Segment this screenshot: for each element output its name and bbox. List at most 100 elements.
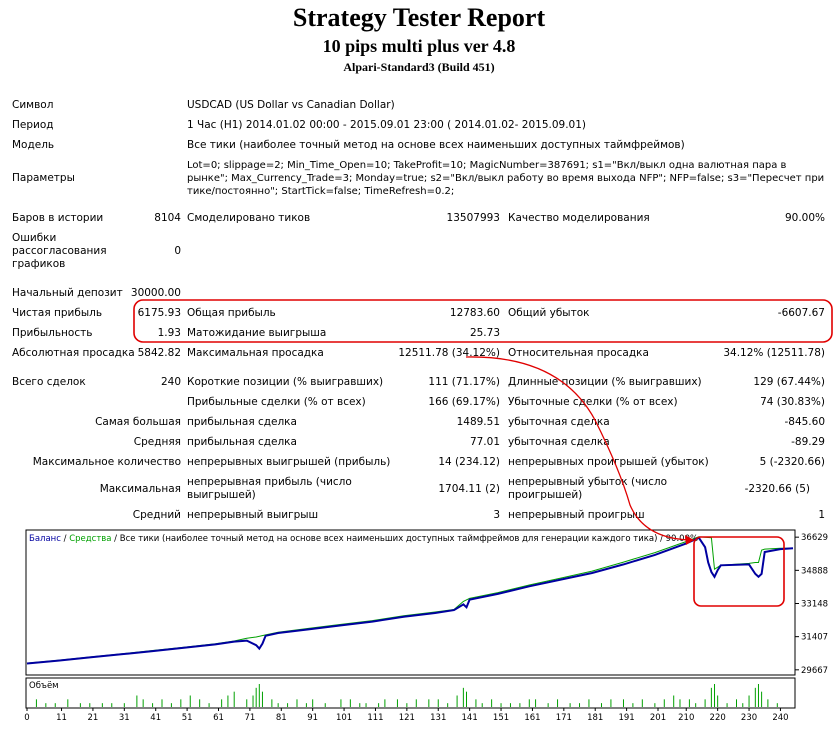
avg-consecutive-wins-value: 3	[493, 509, 500, 521]
x-tick-label: 101	[336, 713, 352, 723]
largest-profit-value: 1489.51	[456, 416, 500, 428]
x-tick-label: 131	[430, 713, 446, 723]
ticks-value: 13507993	[446, 212, 500, 224]
expected-payoff-value: 25.73	[469, 327, 500, 339]
errors-label: Ошибки рассогласования графиков	[12, 232, 107, 270]
max-count-label: Максимальное количество	[32, 456, 181, 468]
x-tick-label: 41	[150, 713, 161, 723]
x-tick-label: 51	[182, 713, 193, 723]
x-tick-label: 81	[276, 713, 287, 723]
largest-profit-label: прибыльная сделка	[187, 416, 297, 428]
long-positions-label: Длинные позиции (% выигравших)	[508, 376, 702, 388]
avg-consecutive-label: Средний	[132, 509, 181, 521]
y-tick-label: 29667	[801, 666, 828, 676]
model-value: Все тики (наиболее точный метод на основ…	[187, 139, 685, 151]
report-title: Strategy Tester Report	[292, 3, 546, 32]
x-tick-label: 230	[741, 713, 757, 723]
server-build: Alpari-Standard3 (Build 451)	[343, 60, 495, 74]
x-tick-label: 121	[399, 713, 415, 723]
errors-value: 0	[174, 245, 181, 257]
period-value: 1 Час (H1) 2014.01.02 00:00 - 2015.09.01…	[187, 119, 586, 131]
avg-consecutive-losses-label: непрерывный проигрыш	[508, 509, 645, 521]
average-loss-label: убыточная сделка	[508, 436, 610, 448]
profit-trades-label: Прибыльные сделки (% от всех)	[187, 396, 366, 408]
profit-trades-value: 166 (69.17%)	[428, 396, 500, 408]
x-tick-label: 161	[524, 713, 540, 723]
short-positions-value: 111 (71.17%)	[428, 376, 500, 388]
drawdown-highlight-box	[693, 536, 785, 607]
total-trades-label: Всего сделок	[12, 376, 86, 388]
x-tick-label: 240	[772, 713, 788, 723]
profit-factor-value: 1.93	[157, 327, 181, 339]
gross-profit-label: Общая прибыль	[187, 307, 276, 319]
x-tick-label: 11	[56, 713, 67, 723]
expert-name: 10 pips multi plus ver 4.8	[322, 36, 516, 56]
relative-drawdown-value: 34.12% (12511.78)	[723, 347, 825, 359]
x-tick-label: 171	[556, 713, 572, 723]
bars-value: 8104	[154, 212, 181, 224]
x-tick-label: 191	[618, 713, 634, 723]
quality-label: Качество моделирования	[508, 212, 650, 224]
relative-drawdown-label: Относительная просадка	[508, 347, 649, 359]
x-tick-label: 210	[678, 713, 694, 723]
y-tick-label: 33148	[801, 599, 828, 609]
y-tick-label: 31407	[801, 633, 828, 643]
average-profit-value: 77.01	[469, 436, 500, 448]
x-tick-label: 111	[367, 713, 383, 723]
bars-label: Баров в истории	[12, 212, 104, 224]
x-tick-label: 141	[462, 713, 478, 723]
y-axis: 36629 34888 33148 31407 29667	[795, 533, 828, 676]
short-positions-label: Короткие позиции (% выигравших)	[187, 376, 384, 388]
volume-bars	[35, 684, 778, 707]
x-tick-label: 71	[244, 713, 255, 723]
profit-factor-label: Прибыльность	[12, 327, 93, 339]
max-drawdown-value: 12511.78 (34.12%)	[398, 347, 500, 359]
net-profit-value: 6175.93	[137, 307, 181, 319]
long-positions-value: 129 (67.44%)	[753, 376, 825, 388]
deposit-value: 30000.00	[130, 287, 181, 299]
deposit-label: Начальный депозит	[12, 287, 123, 299]
maximal-profit-value: 1704.11 (2)	[438, 483, 500, 495]
volume-plot-frame	[25, 677, 796, 709]
largest-loss-label: убыточная сделка	[508, 416, 610, 428]
loss-trades-label: Убыточные сделки (% от всех)	[508, 396, 678, 408]
absolute-drawdown-label: Абсолютная просадка	[12, 347, 135, 359]
balance-chart: Баланс / Средства / Все тики (наиболее т…	[24, 529, 828, 723]
maximal-profit-label: непрерывная прибыль (число выигрышей)	[187, 476, 352, 501]
params-label: Параметры	[12, 172, 75, 184]
x-tick-label: 31	[119, 713, 130, 723]
total-trades-value: 240	[160, 376, 181, 388]
ticks-label: Смоделировано тиков	[187, 212, 311, 224]
x-tick-label: 151	[493, 713, 509, 723]
max-consecutive-losses-value: 5 (-2320.66)	[759, 456, 825, 468]
y-tick-label: 34888	[801, 566, 828, 576]
x-tick-label: 220	[710, 713, 726, 723]
max-consecutive-wins-value: 14 (234.12)	[438, 456, 500, 468]
chart-caption: / Все тики (наиболее точный метод на осн…	[111, 534, 698, 544]
x-tick-label: 201	[650, 713, 666, 723]
symbol-label: Символ	[12, 99, 54, 111]
max-consecutive-wins-label: непрерывных выигрышей (прибыль)	[187, 456, 391, 468]
chart-legend: Баланс / Средства / Все тики (наиболее т…	[29, 534, 698, 544]
params-value: Lot=0; slippage=2; Min_Time_Open=10; Tak…	[187, 160, 825, 197]
loss-trades-value: 74 (30.83%)	[760, 396, 825, 408]
volume-label: Объём	[29, 681, 59, 691]
max-consecutive-losses-label: непрерывных проигрышей (убыток)	[508, 456, 709, 468]
average-label: Средняя	[133, 436, 181, 448]
maximal-loss-label: непрерывный убыток (число проигрышей)	[508, 476, 668, 501]
maximal-loss-value: -2320.66 (5)	[744, 483, 810, 495]
x-tick-label: 21	[88, 713, 99, 723]
x-tick-label: 0	[24, 713, 29, 723]
net-profit-label: Чистая прибыль	[12, 307, 103, 319]
avg-consecutive-losses-value: 1	[818, 509, 825, 521]
absolute-drawdown-value: 5842.82	[137, 347, 181, 359]
average-profit-label: прибыльная сделка	[187, 436, 297, 448]
legend-equity: Средства	[69, 534, 111, 544]
expected-payoff-label: Матожидание выигрыша	[187, 327, 327, 339]
largest-loss-value: -845.60	[784, 416, 825, 428]
balance-line	[26, 536, 794, 665]
model-label: Модель	[12, 139, 55, 151]
average-loss-value: -89.29	[791, 436, 825, 448]
gross-profit-value: 12783.60	[449, 307, 500, 319]
legend-balance: Баланс	[29, 534, 61, 544]
